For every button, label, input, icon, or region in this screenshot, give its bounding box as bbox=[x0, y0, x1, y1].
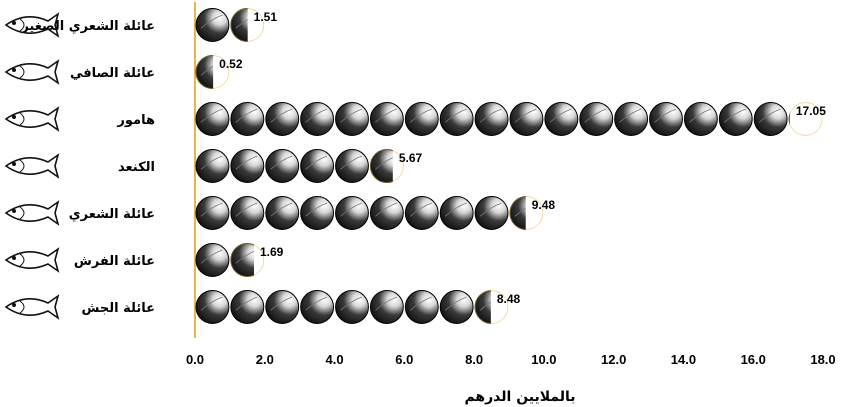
coin-icon bbox=[265, 290, 300, 324]
data-label: 9.48 bbox=[532, 198, 556, 212]
x-tick-label: 14.0 bbox=[671, 352, 696, 367]
coin-icon bbox=[439, 196, 474, 230]
coin-icon bbox=[404, 196, 439, 230]
coin-icon bbox=[300, 102, 335, 136]
coin-icon bbox=[404, 102, 439, 136]
x-tick-label: 0.0 bbox=[186, 352, 204, 367]
coin-icon bbox=[718, 102, 753, 136]
coin-icon bbox=[369, 290, 404, 324]
coin-icon bbox=[335, 102, 369, 136]
x-tick-label: 6.0 bbox=[395, 352, 413, 367]
data-label: 5.67 bbox=[399, 151, 423, 165]
bar-mark bbox=[195, 102, 790, 136]
coin-icon bbox=[265, 196, 300, 230]
coin-icon bbox=[335, 149, 369, 183]
coin-icon bbox=[195, 102, 230, 136]
coin-icon bbox=[649, 102, 683, 136]
coin-icon bbox=[230, 102, 265, 136]
coin-icon bbox=[439, 102, 474, 136]
coin-icon bbox=[195, 290, 230, 324]
bar-mark bbox=[195, 149, 393, 183]
category-label: عائلة الجش bbox=[82, 301, 155, 316]
x-tick-label: 2.0 bbox=[256, 352, 274, 367]
fish-icon bbox=[4, 59, 60, 85]
fish-icon bbox=[4, 247, 60, 273]
category-label: عائلة الشعري bbox=[69, 207, 155, 222]
coin-icon bbox=[579, 102, 614, 136]
fish-icon bbox=[4, 294, 60, 320]
fish-icon bbox=[4, 106, 60, 132]
bar-row: الكنعد 5.67 bbox=[4, 149, 423, 183]
bar-mark bbox=[195, 290, 491, 324]
coin-icon bbox=[195, 8, 230, 42]
coin-icon bbox=[683, 102, 718, 136]
coin-icon bbox=[300, 196, 335, 230]
bar-row: عائلة الفرش 1.69 bbox=[4, 243, 284, 277]
coin-icon bbox=[195, 149, 230, 183]
fish-icon bbox=[4, 200, 60, 226]
data-label: 8.48 bbox=[497, 292, 521, 306]
coin-icon bbox=[300, 149, 335, 183]
coin-icon bbox=[369, 196, 404, 230]
x-tick-label: 4.0 bbox=[326, 352, 344, 367]
bar-row: عائلة الجش 8.48 bbox=[4, 290, 521, 324]
x-tick-label: 16.0 bbox=[741, 352, 766, 367]
coin-icon bbox=[369, 102, 404, 136]
bar-row: عائلة الشعري 9.48 bbox=[4, 196, 556, 230]
x-axis-title: بالملايين الدرهم bbox=[464, 389, 575, 405]
category-label: هامور bbox=[116, 113, 155, 128]
data-label: 1.69 bbox=[260, 245, 284, 259]
bar-row: عائلة الصافي 0.52 bbox=[4, 55, 243, 89]
bar-row: هامور 17.05 bbox=[4, 102, 826, 136]
coin-icon bbox=[230, 196, 265, 230]
coin-icon bbox=[230, 149, 265, 183]
coin-icon bbox=[195, 243, 230, 277]
data-label: 17.05 bbox=[796, 104, 826, 118]
coin-icon bbox=[335, 290, 369, 324]
category-label: عائلة الشعري الصغير bbox=[20, 19, 155, 34]
coin-icon bbox=[474, 102, 509, 136]
bar-mark bbox=[195, 243, 254, 277]
x-tick-label: 8.0 bbox=[465, 352, 483, 367]
coin-icon bbox=[474, 196, 509, 230]
coin-icon bbox=[300, 290, 335, 324]
data-label: 1.51 bbox=[254, 10, 278, 24]
data-label: 0.52 bbox=[219, 57, 243, 71]
x-tick-label: 12.0 bbox=[601, 352, 626, 367]
coin-icon bbox=[439, 290, 474, 324]
x-tick-label: 18.0 bbox=[810, 352, 835, 367]
coin-icon bbox=[404, 290, 439, 324]
coin-icon bbox=[753, 102, 788, 136]
coin-icon bbox=[230, 290, 265, 324]
category-label: عائلة الفرش bbox=[74, 254, 155, 269]
coin-icon bbox=[335, 196, 369, 230]
fish-icon bbox=[4, 153, 60, 179]
coin-icon bbox=[614, 102, 649, 136]
category-label: الكنعد bbox=[118, 160, 155, 175]
coin-icon bbox=[544, 102, 579, 136]
coin-icon bbox=[509, 102, 544, 136]
bar-mark bbox=[195, 196, 526, 230]
category-label: عائلة الصافي bbox=[70, 66, 155, 81]
coin-icon bbox=[195, 196, 230, 230]
coin-icon bbox=[265, 149, 300, 183]
coin-icon bbox=[265, 102, 300, 136]
bar-row: عائلة الشعري الصغير 1.51 bbox=[4, 8, 278, 42]
fish-icon bbox=[4, 12, 60, 38]
x-tick-label: 10.0 bbox=[531, 352, 556, 367]
